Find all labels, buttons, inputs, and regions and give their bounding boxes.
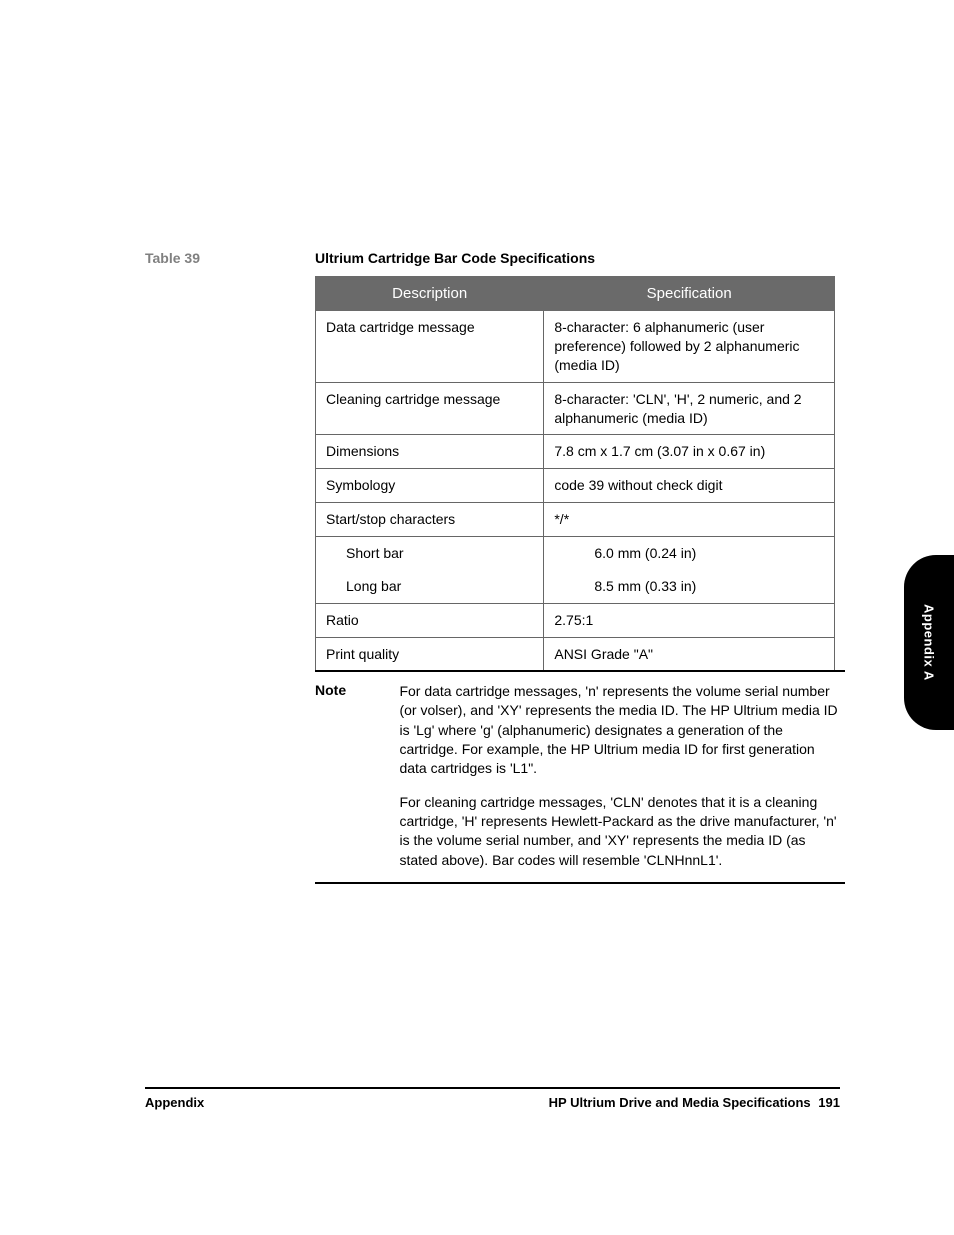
cell-specification: 7.8 cm x 1.7 cm (3.07 in x 0.67 in) (544, 435, 835, 469)
footer-page-number: 191 (818, 1095, 840, 1110)
cell-description: Short bar (316, 537, 544, 570)
cell-description: Cleaning cartridge message (316, 382, 544, 435)
note-label: Note (315, 682, 395, 698)
note-body: For data cartridge messages, 'n' represe… (399, 682, 839, 870)
table-row: Symbologycode 39 without check digit (316, 469, 835, 503)
col-header-description: Description (316, 277, 544, 311)
note-paragraph: For cleaning cartridge messages, 'CLN' d… (399, 793, 839, 870)
table-title: Ultrium Cartridge Bar Code Specification… (315, 250, 595, 266)
table-row: Cleaning cartridge message8-character: '… (316, 382, 835, 435)
cell-specification: 2.75:1 (544, 603, 835, 637)
cell-description: Ratio (316, 603, 544, 637)
cell-specification: 8-character: 6 alphanumeric (user prefer… (544, 311, 835, 383)
cell-specification: code 39 without check digit (544, 469, 835, 503)
table-row: Print qualityANSI Grade "A" (316, 637, 835, 671)
cell-description: Start/stop characters (316, 503, 544, 537)
table-number-label: Table 39 (145, 250, 200, 266)
cell-specification: */* (544, 503, 835, 537)
note-block: Note For data cartridge messages, 'n' re… (315, 670, 845, 884)
table-row: Ratio2.75:1 (316, 603, 835, 637)
col-header-specification: Specification (544, 277, 835, 311)
cell-specification: 6.0 mm (0.24 in) (544, 537, 835, 570)
table-row: Short bar6.0 mm (0.24 in) (316, 537, 835, 570)
table-row: Dimensions7.8 cm x 1.7 cm (3.07 in x 0.6… (316, 435, 835, 469)
cell-description: Print quality (316, 637, 544, 671)
table-header-row: Description Specification (316, 277, 835, 311)
page-footer: Appendix HP Ultrium Drive and Media Spec… (145, 1087, 840, 1110)
cell-description: Dimensions (316, 435, 544, 469)
cell-specification: 8.5 mm (0.33 in) (544, 570, 835, 603)
cell-description: Data cartridge message (316, 311, 544, 383)
side-tab-label: Appendix A (922, 604, 937, 681)
footer-section-label: Appendix (145, 1095, 204, 1110)
table-row: Long bar8.5 mm (0.33 in) (316, 570, 835, 603)
footer-right: HP Ultrium Drive and Media Specification… (549, 1095, 840, 1110)
spec-table: Description Specification Data cartridge… (315, 276, 835, 672)
table-row: Start/stop characters*/* (316, 503, 835, 537)
table-row: Data cartridge message8-character: 6 alp… (316, 311, 835, 383)
footer-doc-title: HP Ultrium Drive and Media Specification… (549, 1095, 811, 1110)
cell-description: Long bar (316, 570, 544, 603)
cell-description: Symbology (316, 469, 544, 503)
cell-specification: ANSI Grade "A" (544, 637, 835, 671)
side-tab-appendix: Appendix A (904, 555, 954, 730)
note-paragraph: For data cartridge messages, 'n' represe… (399, 682, 839, 779)
cell-specification: 8-character: 'CLN', 'H', 2 numeric, and … (544, 382, 835, 435)
